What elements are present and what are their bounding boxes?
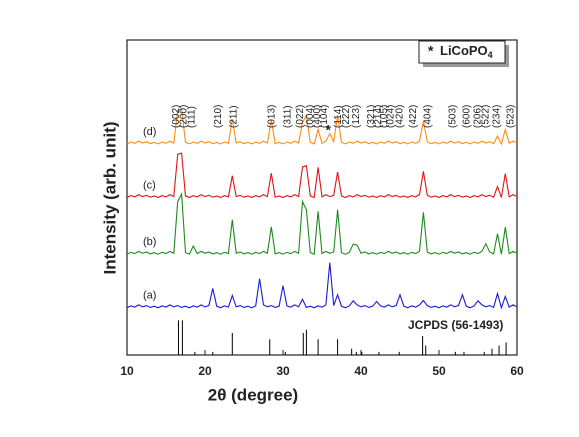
- peak-annotation: (211): [229, 105, 240, 128]
- series-line: [126, 152, 518, 199]
- x-tick-label: 60: [510, 364, 524, 378]
- peak-annotation: (111): [186, 106, 197, 128]
- legend-symbol: *: [428, 43, 434, 59]
- peak-annotation: (222): [341, 105, 352, 128]
- peak-annotation: (206): [473, 105, 484, 128]
- impurity-marker: *: [326, 122, 332, 138]
- peak-annotation: (522): [480, 105, 491, 128]
- y-axis-title: Intensity (arb. unit): [100, 122, 119, 275]
- x-tick-label: 50: [432, 364, 446, 378]
- legend-label: LiCoPO4: [440, 43, 493, 60]
- peak-annotation: (123): [351, 105, 362, 128]
- peak-annotation: (311): [282, 105, 293, 128]
- series-line: [126, 262, 518, 310]
- peak-annotation: (022): [295, 105, 306, 128]
- series-line: [126, 108, 518, 146]
- reference-label: JCPDS (56-1493): [408, 318, 503, 332]
- peak-annotation: (321): [366, 105, 377, 128]
- peak-annotation: (420): [395, 105, 406, 128]
- x-tick-label: 40: [354, 364, 368, 378]
- peak-annotation: (404): [423, 105, 434, 128]
- x-tick-label: 20: [198, 364, 212, 378]
- series-label: (a): [143, 290, 156, 302]
- legend-box: [418, 40, 506, 64]
- series-line: [126, 192, 518, 255]
- peak-annotation: (503): [448, 105, 459, 128]
- peak-annotation: (214): [373, 105, 384, 128]
- x-tick-label: 30: [276, 364, 290, 378]
- peak-annotation: (210): [213, 105, 224, 128]
- x-axis-title: 2θ (degree): [208, 385, 298, 404]
- peak-annotation: (002): [171, 105, 182, 128]
- series-label: (b): [143, 236, 156, 248]
- legend-label-sub: 4: [488, 50, 493, 60]
- peak-annotation: (114): [333, 105, 344, 128]
- peak-annotation: (600): [462, 105, 473, 128]
- peak-annotation: (024): [385, 105, 396, 128]
- peak-annotation: (200): [179, 105, 190, 128]
- peak-annotation: (004): [305, 105, 316, 128]
- peak-annotation: (422): [408, 105, 419, 128]
- peak-annotation: (013): [267, 105, 278, 128]
- peak-annotation: (523): [505, 105, 516, 128]
- series-label: (d): [143, 126, 156, 138]
- x-tick-label: 10: [120, 364, 134, 378]
- legend-label-main: LiCoPO: [440, 43, 488, 58]
- peak-annotation: (400): [312, 105, 323, 128]
- peak-annotation: (234): [491, 105, 502, 128]
- peak-annotation: (105): [379, 105, 390, 128]
- peak-annotation: (104): [319, 105, 330, 128]
- series-label: (c): [143, 179, 156, 191]
